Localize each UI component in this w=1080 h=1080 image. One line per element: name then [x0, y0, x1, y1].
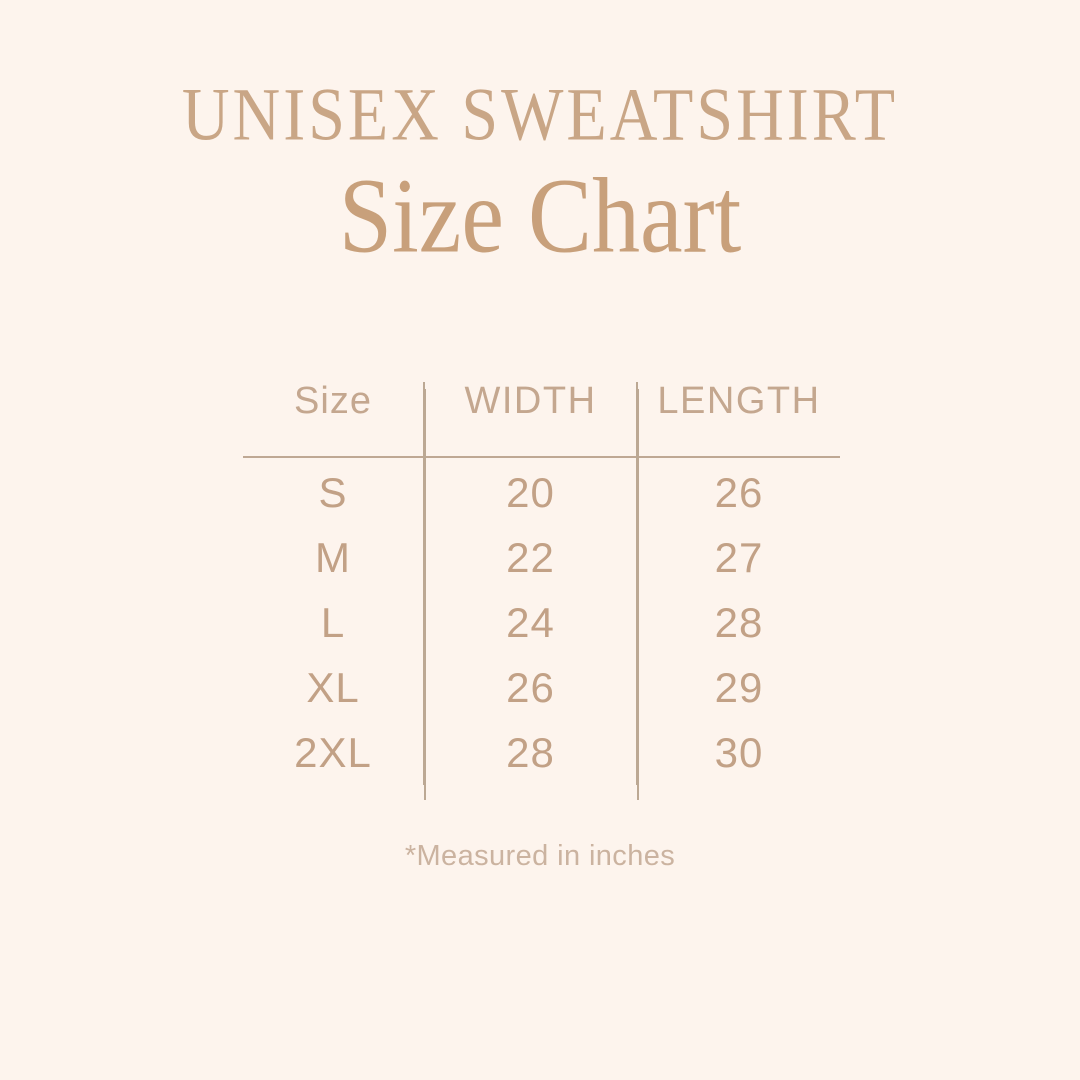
page-title: UNISEX SWEATSHIRT — [0, 77, 1080, 152]
table-row: L 24 28 — [243, 590, 840, 655]
subtitle-text: Size Chart — [338, 155, 742, 276]
cell-length: 27 — [714, 533, 764, 581]
cell-width: 26 — [423, 655, 638, 720]
cell-length: 26 — [714, 468, 764, 516]
title-text: UNISEX SWEATSHIRT — [181, 73, 899, 157]
table-row: XL 26 29 — [243, 655, 840, 720]
cell-width: 24 — [423, 590, 638, 655]
cell-length: 30 — [714, 728, 764, 776]
table-row: S 20 26 — [243, 442, 840, 525]
cell-size: L — [320, 598, 346, 646]
page-subtitle: Size Chart — [0, 161, 1080, 269]
cell-size: XL — [306, 663, 360, 711]
cell-size: 2XL — [294, 728, 372, 776]
cell-width: 22 — [423, 525, 638, 590]
column-header-width: WIDTH — [423, 382, 638, 442]
table-row: 2XL 28 30 — [243, 720, 840, 785]
size-table: Size WIDTH LENGTH S 20 26 M 22 27 L — [243, 382, 840, 785]
table-header-row: Size WIDTH LENGTH — [243, 382, 840, 442]
column-header-size: Size — [294, 380, 372, 422]
cell-length: 29 — [714, 663, 764, 711]
column-divider-2 — [637, 389, 639, 800]
measurement-footnote: *Measured in inches — [404, 840, 676, 872]
cell-width: 20 — [423, 442, 638, 525]
cell-size: S — [318, 468, 348, 516]
table-header: Size WIDTH LENGTH — [243, 382, 840, 442]
size-table-container: Size WIDTH LENGTH S 20 26 M 22 27 L — [243, 382, 840, 785]
table-body: S 20 26 M 22 27 L 24 28 XL 26 29 — [243, 442, 840, 785]
cell-length: 28 — [714, 598, 764, 646]
column-header-length: LENGTH — [657, 380, 821, 422]
cell-size: M — [315, 533, 351, 581]
cell-width: 28 — [423, 720, 638, 785]
table-row: M 22 27 — [243, 525, 840, 590]
